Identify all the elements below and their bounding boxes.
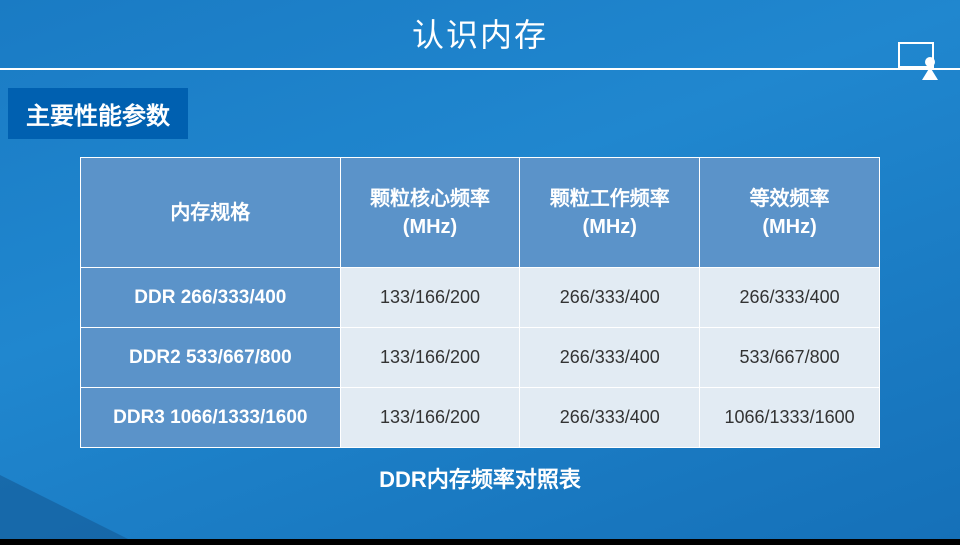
header: 认识内存 <box>0 0 960 70</box>
table-caption: DDR内存频率对照表 <box>80 462 880 494</box>
table-row: DDR3 1066/1333/1600 133/166/200 266/333/… <box>81 388 880 448</box>
table-cell: 1066/1333/1600 <box>700 388 880 448</box>
table-cell: 133/166/200 <box>340 388 520 448</box>
table-cell: 266/333/400 <box>520 388 700 448</box>
page-title: 认识内存 <box>0 10 960 56</box>
table-cell: 533/667/800 <box>700 328 880 388</box>
table-row: DDR 266/333/400 133/166/200 266/333/400 … <box>81 268 880 328</box>
table-cell-spec: DDR3 1066/1333/1600 <box>81 388 341 448</box>
corner-accent <box>0 475 140 545</box>
table-header: 颗粒核心频率 (MHz) <box>340 158 520 268</box>
presenter-icon <box>898 42 940 80</box>
table-cell-spec: DDR2 533/667/800 <box>81 328 341 388</box>
table-cell: 266/333/400 <box>520 328 700 388</box>
table-header: 内存规格 <box>81 158 341 268</box>
title-underline <box>0 68 960 70</box>
comparison-table: 内存规格 颗粒核心频率 (MHz) 颗粒工作频率 (MHz) 等效频率 (MHz… <box>80 157 880 448</box>
table-row: DDR2 533/667/800 133/166/200 266/333/400… <box>81 328 880 388</box>
table-cell: 266/333/400 <box>520 268 700 328</box>
table-header: 颗粒工作频率 (MHz) <box>520 158 700 268</box>
table-header: 等效频率 (MHz) <box>700 158 880 268</box>
comparison-table-container: 内存规格 颗粒核心频率 (MHz) 颗粒工作频率 (MHz) 等效频率 (MHz… <box>80 157 880 494</box>
section-subtitle: 主要性能参数 <box>8 88 188 139</box>
table-cell-spec: DDR 266/333/400 <box>81 268 341 328</box>
bottom-bar <box>0 539 960 545</box>
table-cell: 133/166/200 <box>340 268 520 328</box>
table-cell: 133/166/200 <box>340 328 520 388</box>
table-cell: 266/333/400 <box>700 268 880 328</box>
